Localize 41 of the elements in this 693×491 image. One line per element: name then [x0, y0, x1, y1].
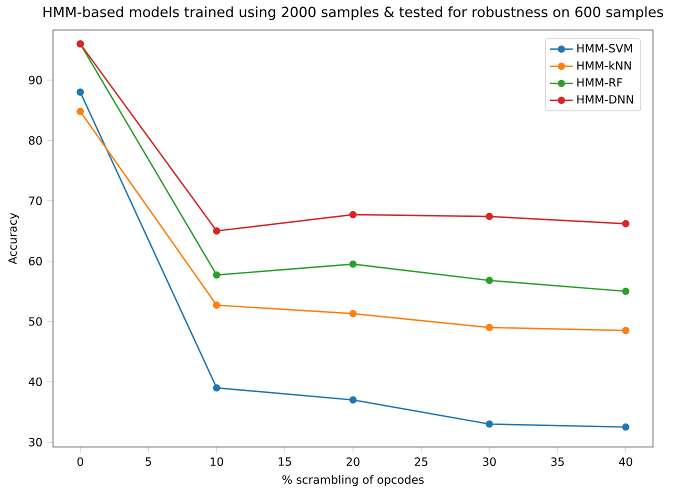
- point: [622, 424, 630, 431]
- legend-label: HMM-SVM: [577, 44, 632, 53]
- x-tick-label: 35: [551, 458, 564, 466]
- x-tick-label: 5: [146, 458, 152, 466]
- point: [212, 272, 220, 279]
- point: [349, 260, 357, 268]
- point: [349, 310, 357, 318]
- point: [622, 288, 630, 296]
- legend-label: HMM-RF: [577, 78, 622, 87]
- point: [76, 88, 84, 96]
- y-tick-label: 40: [28, 378, 42, 386]
- point: [212, 384, 220, 392]
- x-tick-label: 40: [619, 458, 632, 466]
- x-tick-label: 25: [414, 458, 428, 466]
- point: [76, 108, 84, 116]
- y-tick-label: 30: [29, 438, 42, 447]
- x-axis-title: % scrambling of opcodes: [282, 475, 424, 486]
- x-tick-label: 10: [210, 458, 224, 466]
- x-tick-label: 0: [77, 458, 84, 466]
- y-tick-label: 80: [28, 136, 42, 145]
- point: [212, 302, 220, 310]
- x-tick-label: 20: [346, 458, 360, 466]
- y-axis-title: Accuracy: [8, 213, 20, 265]
- y-tick-label: 90: [28, 76, 42, 85]
- x-tick-label: 30: [483, 458, 496, 466]
- x-tick-label: 15: [278, 458, 292, 466]
- point: [486, 324, 494, 332]
- point: [622, 220, 630, 228]
- y-tick-label: 70: [29, 196, 42, 206]
- legend-label: HMM-DNN: [577, 95, 633, 104]
- y-tick-label: 50: [29, 317, 42, 326]
- point: [486, 277, 494, 284]
- chart-title: HMM-based models trained using 2000 samples & tested for robustness on 600 samples: [44, 6, 664, 20]
- legend-label: HMM-kNN: [577, 61, 631, 70]
- point: [349, 211, 357, 219]
- point: [486, 420, 494, 428]
- point: [349, 396, 357, 404]
- point: [486, 213, 494, 220]
- y-tick-label: 60: [28, 257, 42, 266]
- point: [622, 327, 630, 334]
- point: [212, 228, 220, 235]
